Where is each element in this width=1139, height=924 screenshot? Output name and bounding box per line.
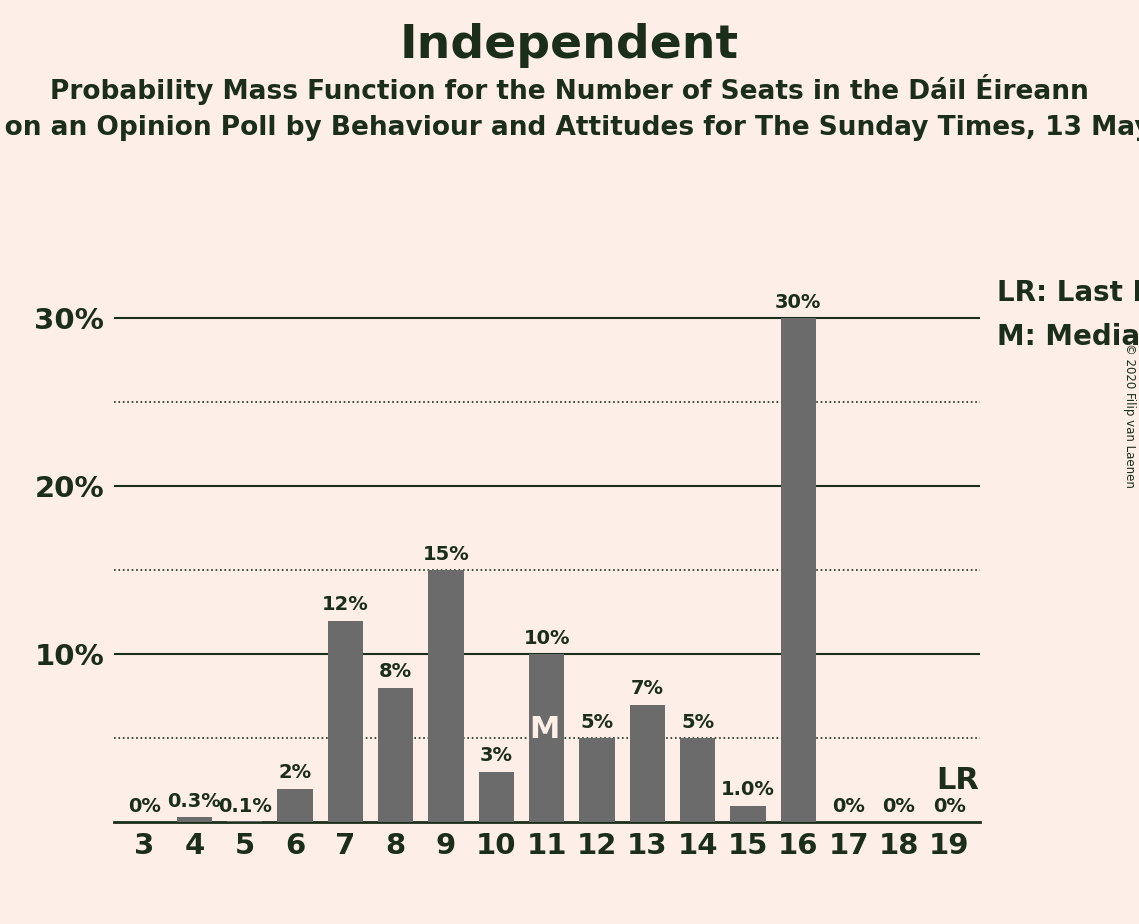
Bar	[630, 705, 665, 822]
Text: 3%: 3%	[480, 747, 513, 765]
Text: 5%: 5%	[581, 712, 614, 732]
Text: 5%: 5%	[681, 712, 714, 732]
Text: © 2020 Filip van Laenen: © 2020 Filip van Laenen	[1123, 344, 1137, 488]
Text: 8%: 8%	[379, 663, 412, 681]
Text: 15%: 15%	[423, 544, 469, 564]
Bar	[227, 821, 262, 822]
Text: 0%: 0%	[128, 796, 161, 816]
Text: Based on an Opinion Poll by Behaviour and Attitudes for The Sunday Times, 13 May: Based on an Opinion Poll by Behaviour an…	[0, 115, 1139, 140]
Text: 10%: 10%	[524, 628, 570, 648]
Text: 12%: 12%	[322, 595, 369, 614]
Text: 30%: 30%	[776, 293, 821, 311]
Bar	[530, 654, 564, 822]
Text: 0%: 0%	[833, 796, 866, 816]
Bar	[378, 688, 413, 822]
Bar	[780, 319, 816, 822]
Bar	[177, 818, 212, 822]
Text: 0%: 0%	[883, 796, 916, 816]
Text: M: Median: M: Median	[997, 323, 1139, 351]
Bar	[478, 772, 514, 822]
Text: Probability Mass Function for the Number of Seats in the Dáil Éireann: Probability Mass Function for the Number…	[50, 74, 1089, 105]
Text: 0.3%: 0.3%	[167, 792, 221, 810]
Text: 0%: 0%	[933, 796, 966, 816]
Bar	[680, 738, 715, 822]
Text: M: M	[528, 715, 559, 745]
Text: 1.0%: 1.0%	[721, 780, 775, 799]
Bar	[328, 621, 363, 822]
Bar	[428, 570, 464, 822]
Text: LR: Last Result: LR: Last Result	[997, 279, 1139, 307]
Text: 0.1%: 0.1%	[218, 796, 272, 816]
Text: Independent: Independent	[400, 23, 739, 68]
Text: 2%: 2%	[279, 763, 312, 782]
Bar	[580, 738, 615, 822]
Bar	[730, 806, 765, 822]
Bar	[278, 789, 313, 822]
Text: 7%: 7%	[631, 679, 664, 698]
Text: LR: LR	[936, 766, 980, 795]
